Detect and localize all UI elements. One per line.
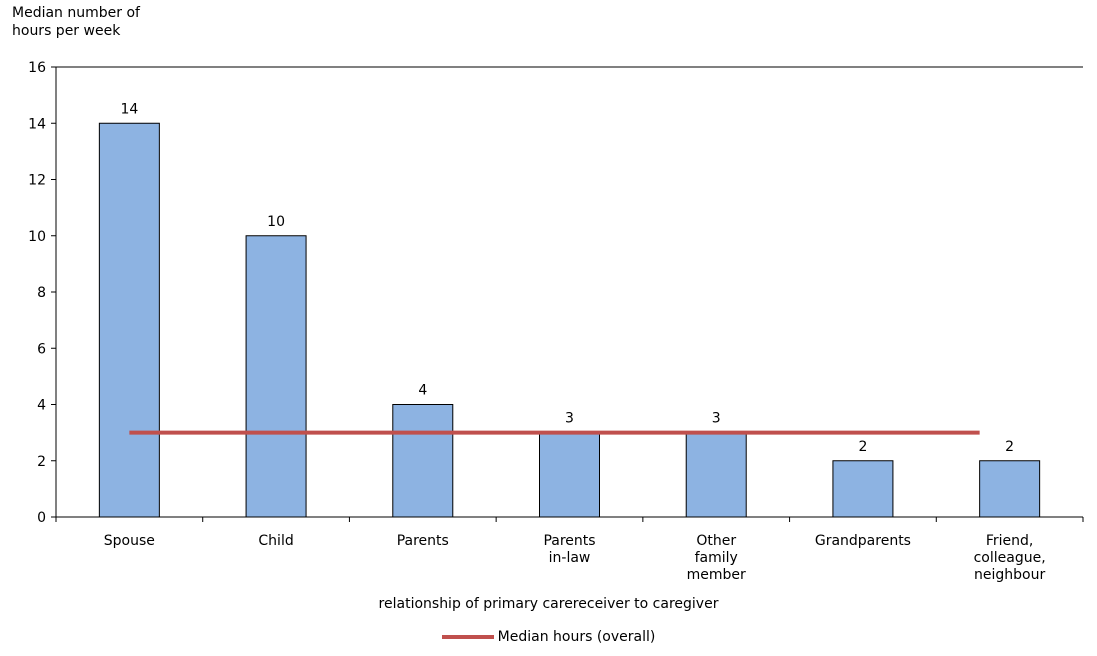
y-axis-title-line2: hours per week (12, 23, 121, 39)
x-category-label: neighbour (974, 567, 1045, 583)
legend: Median hours (overall) (0, 629, 1097, 645)
y-tick-label: 16 (28, 60, 46, 76)
bar-value-label: 4 (418, 383, 427, 399)
bar (392, 404, 454, 518)
bar-value-label: 10 (267, 214, 285, 230)
bar (98, 122, 160, 518)
x-axis-title: relationship of primary carereceiver to … (378, 596, 719, 612)
legend-line-swatch (441, 635, 494, 639)
bar-value-label: 2 (1005, 439, 1014, 455)
x-category-label: Child (258, 533, 293, 549)
bar-value-label: 3 (565, 411, 574, 427)
bar (832, 460, 894, 518)
x-category-label: Spouse (104, 533, 155, 549)
chart-plot: 0 2 4 6 8 10 12 14 16 14 Spouse 10 Child 4 Parents 3 Par… (28, 60, 1084, 583)
bar-value-label: 14 (120, 101, 138, 117)
x-category-label: Friend, (986, 533, 1034, 549)
bar (245, 235, 307, 518)
x-category-label: member (687, 567, 746, 583)
y-tick-label: 4 (37, 398, 46, 414)
y-tick-label: 12 (28, 173, 46, 189)
x-category-label: in-law (549, 550, 591, 566)
y-tick-label: 14 (28, 116, 46, 132)
y-tick-label: 0 (37, 510, 46, 526)
x-category-label: family (695, 550, 738, 566)
bar (979, 460, 1041, 518)
y-axis-title: Median number of hours per week (12, 4, 140, 40)
y-axis-title-line1: Median number of (12, 5, 140, 21)
y-tick-label: 2 (37, 454, 46, 470)
bar (685, 432, 747, 518)
y-tick-label: 10 (28, 229, 46, 245)
x-category-label: Parents (397, 533, 449, 549)
y-tick-label: 6 (37, 341, 46, 357)
legend-label: Median hours (overall) (497, 629, 656, 645)
x-category-label: Parents (543, 533, 595, 549)
bar-value-label: 3 (712, 411, 721, 427)
y-tick-label: 8 (37, 285, 46, 301)
x-category-label: colleague, (974, 550, 1046, 566)
bar (539, 432, 600, 518)
bar-value-label: 2 (858, 439, 867, 455)
x-category-label: Grandparents (815, 533, 911, 549)
x-category-label: Other (696, 533, 736, 549)
